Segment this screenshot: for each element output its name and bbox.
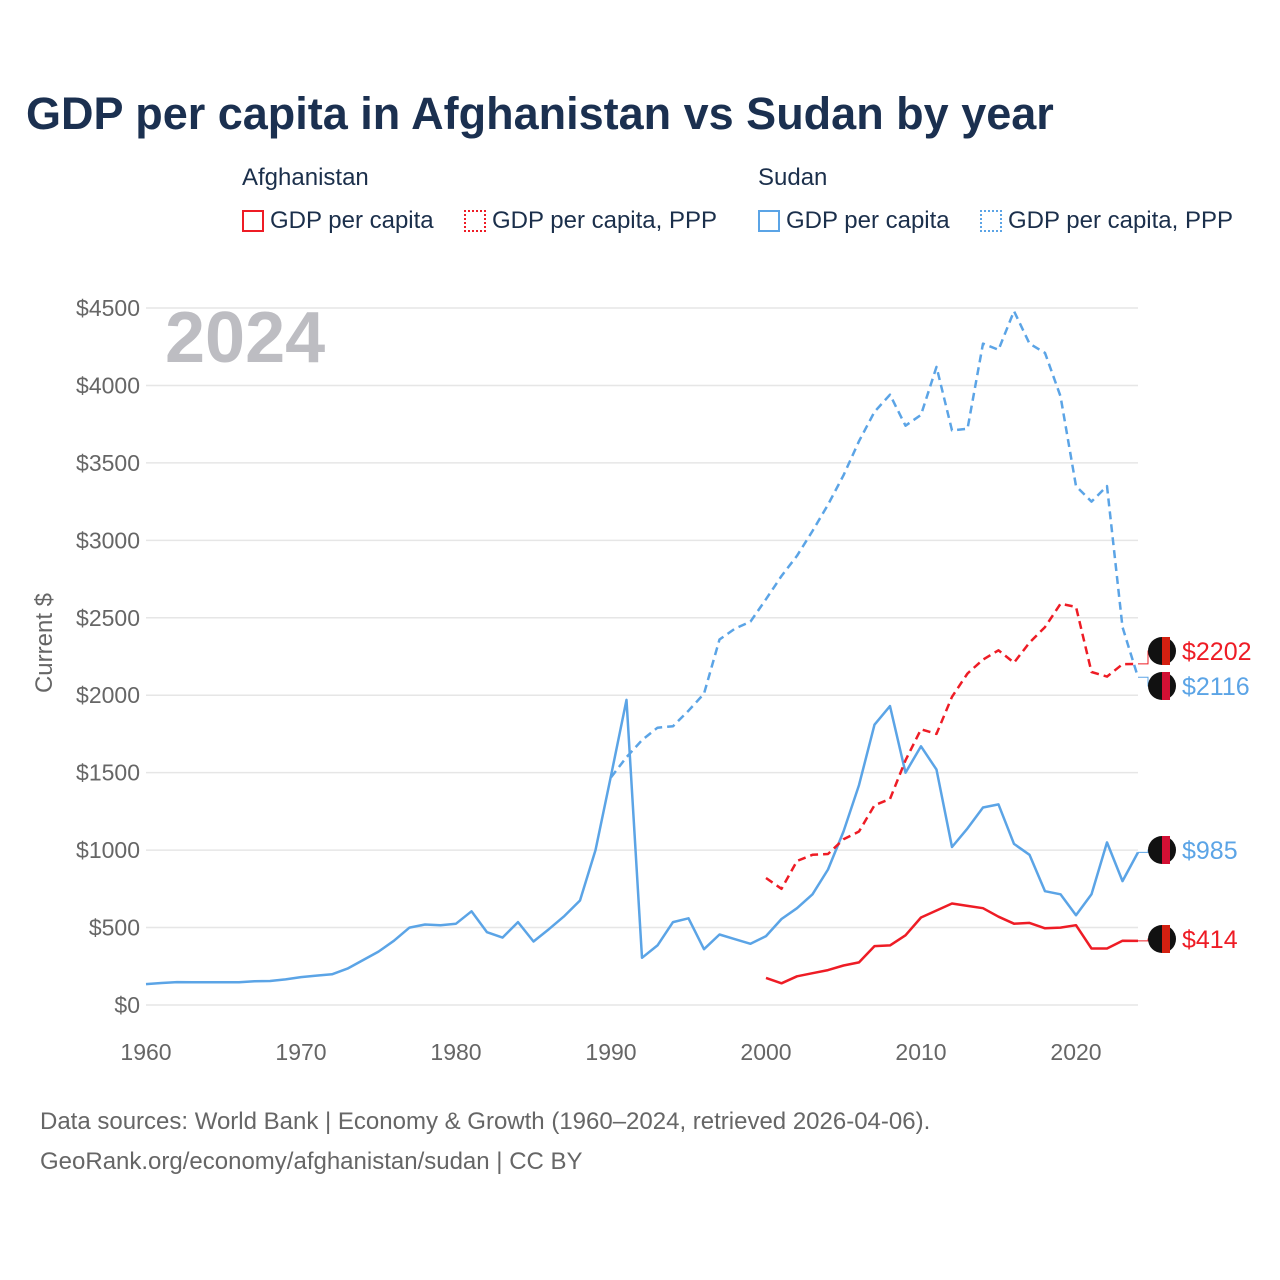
- series-line: [765, 602, 1139, 891]
- end-value-label: $2202: [1182, 638, 1252, 666]
- y-tick-label: $4500: [76, 295, 140, 321]
- legend-sudan-gdp[interactable]: GDP per capita: [758, 207, 950, 235]
- legend-afghanistan-gdp[interactable]: GDP per capita: [242, 207, 434, 235]
- legend-swatch: [242, 210, 264, 232]
- y-tick-label: $2500: [76, 605, 140, 631]
- x-tick-label: 1970: [275, 1039, 326, 1065]
- series-line: [765, 902, 1139, 985]
- y-tick-label: $1000: [76, 837, 140, 863]
- legend-swatch: [464, 210, 486, 232]
- flag-stripe: [1162, 637, 1170, 665]
- end-value-label: $414: [1182, 926, 1238, 954]
- y-tick-label: $2000: [76, 682, 140, 708]
- y-tick-label: $500: [89, 915, 140, 941]
- legend-sudan-ppp[interactable]: GDP per capita, PPP: [980, 207, 1233, 235]
- flag-stripe: [1162, 672, 1170, 700]
- x-tick-label: 1990: [585, 1039, 636, 1065]
- y-tick-label: $3500: [76, 450, 140, 476]
- x-tick-label: 2020: [1050, 1039, 1101, 1065]
- legend-swatch: [980, 210, 1002, 232]
- legend-afghanistan-ppp[interactable]: GDP per capita, PPP: [464, 207, 717, 235]
- source-link[interactable]: GeoRank.org/economy/afghanistan/sudan | …: [40, 1148, 583, 1175]
- x-tick-label: 1980: [430, 1039, 481, 1065]
- legend-label: GDP per capita, PPP: [1008, 207, 1233, 234]
- legend-label: GDP per capita: [786, 207, 950, 234]
- end-value-label: $985: [1182, 837, 1238, 865]
- series-line: [610, 309, 1140, 779]
- source-text: Data sources: World Bank | Economy & Gro…: [40, 1108, 931, 1135]
- year-watermark: 2024: [165, 298, 325, 378]
- legend-group-sudan: Sudan: [758, 164, 828, 191]
- y-tick-label: $0: [114, 992, 140, 1018]
- chart-title: GDP per capita in Afghanistan vs Sudan b…: [26, 88, 1054, 139]
- flag-stripe: [1162, 925, 1170, 953]
- x-tick-label: 2000: [740, 1039, 791, 1065]
- x-tick-label: 2010: [895, 1039, 946, 1065]
- series-line: [145, 698, 1140, 986]
- x-tick-label: 1960: [120, 1039, 171, 1065]
- legend-group-afghanistan: Afghanistan: [242, 164, 369, 191]
- y-tick-label: $1500: [76, 760, 140, 786]
- y-tick-label: $3000: [76, 527, 140, 553]
- y-axis-label: Current $: [31, 593, 58, 693]
- legend-label: GDP per capita, PPP: [492, 207, 717, 234]
- end-value-label: $2116: [1182, 673, 1250, 701]
- y-tick-label: $4000: [76, 372, 140, 398]
- legend-swatch: [758, 210, 780, 232]
- legend-label: GDP per capita: [270, 207, 434, 234]
- flag-stripe: [1162, 836, 1170, 864]
